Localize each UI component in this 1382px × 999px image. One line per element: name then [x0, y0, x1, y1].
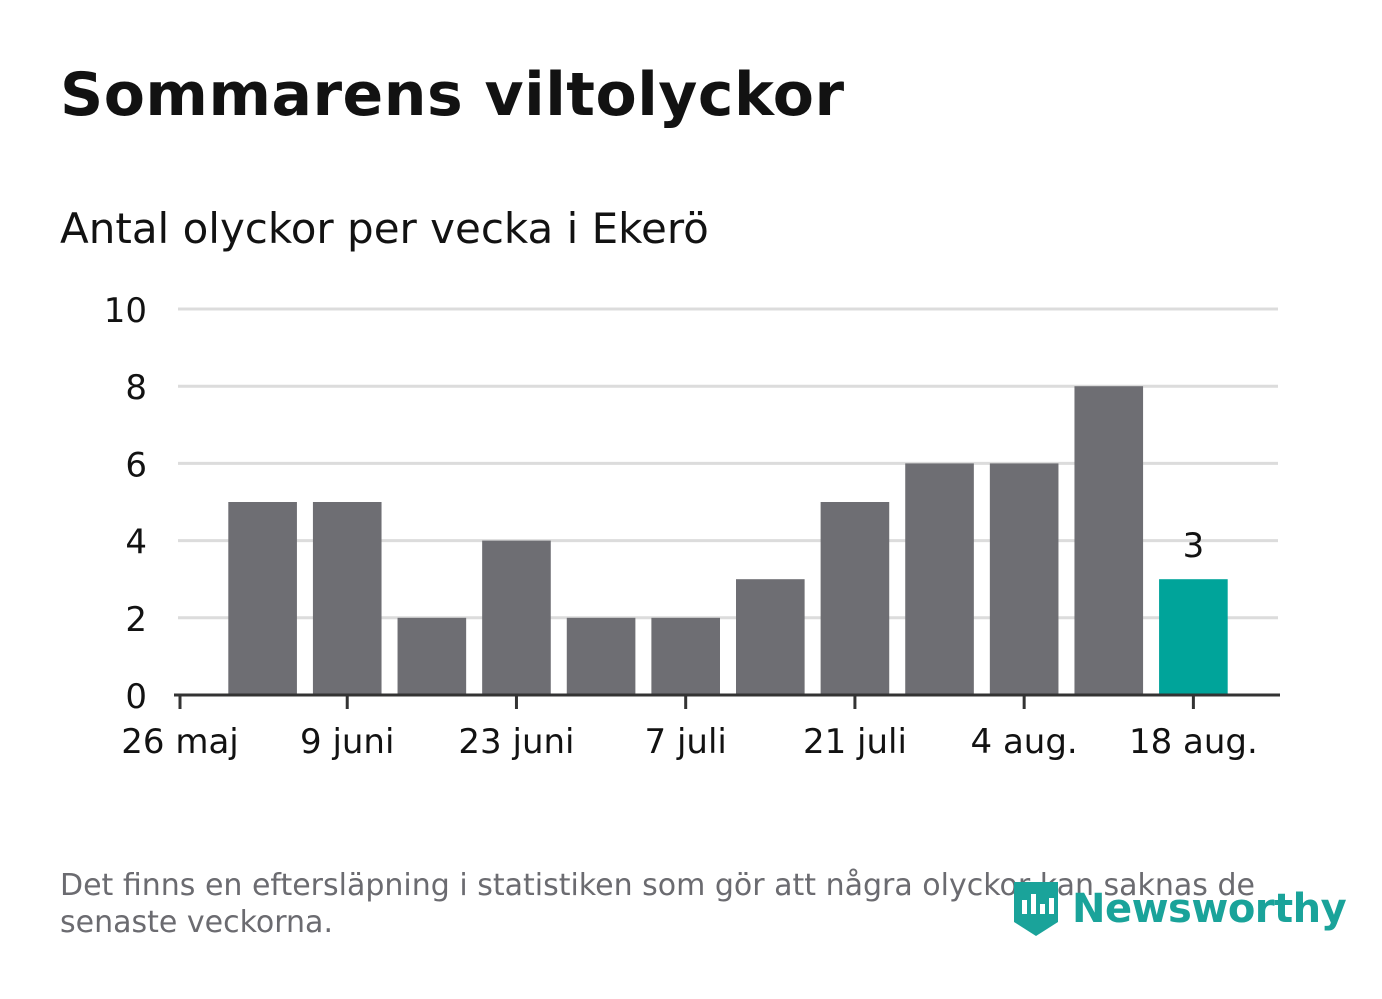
- brand-logo: Newsworthy: [1010, 878, 1347, 940]
- x-tick-label: 4 aug.: [971, 722, 1078, 762]
- chart-subtitle: Antal olyckor per vecka i Ekerö: [60, 204, 709, 253]
- bar: [1074, 386, 1144, 695]
- bar: [820, 502, 890, 695]
- bar: [736, 579, 805, 695]
- y-tick-label: 10: [104, 291, 147, 331]
- x-tick-label: 21 juli: [803, 722, 907, 762]
- x-tick-label: 26 maj: [121, 722, 238, 762]
- bar: [989, 463, 1059, 695]
- brand-name: Newsworthy: [1072, 886, 1347, 932]
- newsworthy-logo-icon: [1014, 882, 1058, 936]
- chart-title: Sommarens viltolyckor: [60, 60, 845, 130]
- bar: [312, 502, 382, 695]
- y-tick-label: 8: [125, 368, 147, 408]
- bar-highlight: [1159, 579, 1228, 695]
- y-tick-label: 4: [125, 523, 147, 563]
- y-tick-label: 0: [125, 677, 147, 717]
- bar: [228, 502, 297, 695]
- y-tick-label: 2: [125, 600, 147, 640]
- data-label: 3: [1183, 526, 1205, 566]
- x-tick-label: 23 juni: [458, 722, 574, 762]
- bar: [651, 617, 720, 695]
- bar: [482, 540, 551, 695]
- bar: [566, 617, 636, 695]
- x-tick-label: 9 juni: [300, 722, 394, 762]
- x-tick-label: 18 aug.: [1129, 722, 1258, 762]
- bar: [397, 617, 467, 695]
- bar: [905, 463, 974, 695]
- x-tick-label: 7 juli: [645, 722, 727, 762]
- y-tick-label: 6: [125, 445, 147, 485]
